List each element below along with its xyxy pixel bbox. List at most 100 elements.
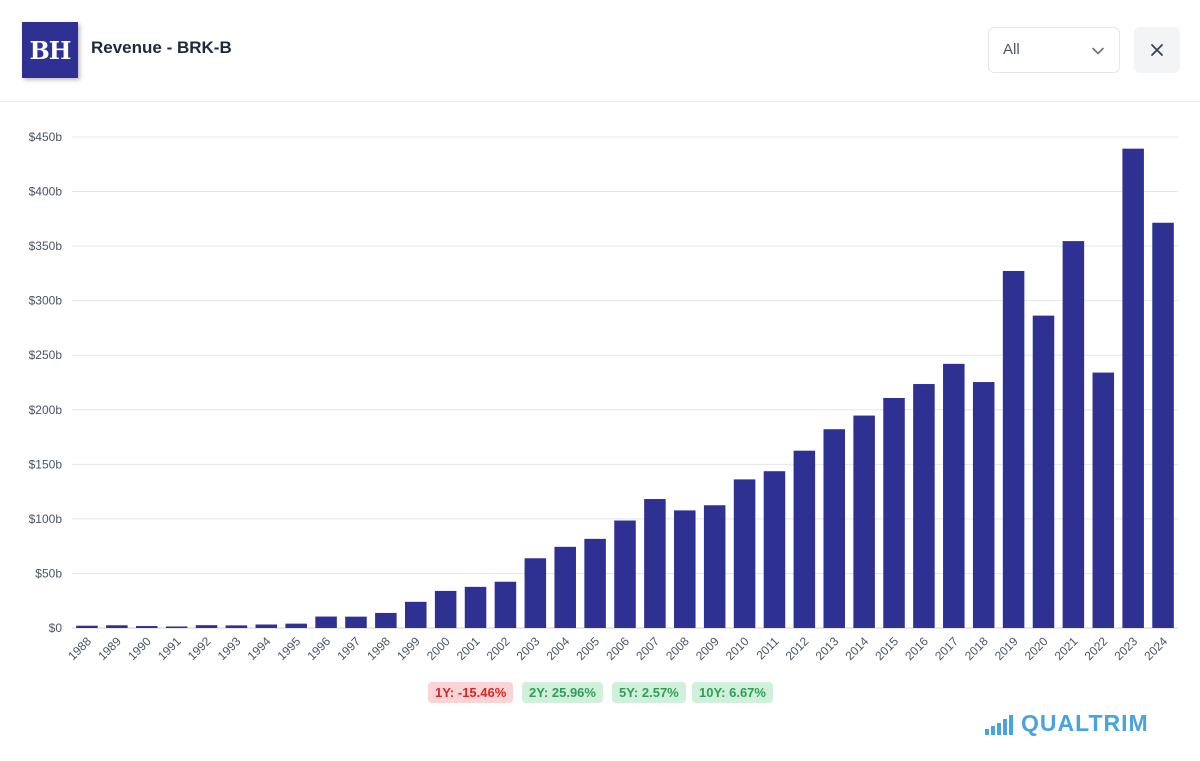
bar-chart-icon (985, 715, 1013, 735)
close-button[interactable] (1134, 27, 1180, 73)
x-tick-label: 1991 (155, 634, 184, 663)
bar-2003[interactable] (524, 558, 547, 628)
bar-2004[interactable] (554, 546, 576, 628)
bar-2007[interactable] (644, 499, 666, 628)
growth-badge: 5Y: 2.57% (612, 682, 686, 703)
y-tick-label: $50b (35, 566, 62, 580)
y-tick-label: $250b (29, 348, 63, 362)
y-tick-label: $300b (29, 294, 63, 308)
x-tick-label: 2000 (424, 634, 453, 663)
brand-name: QUALTRIM (1021, 710, 1149, 736)
bar-2013[interactable] (823, 429, 846, 628)
y-tick-label: $100b (29, 512, 63, 526)
bar-2009[interactable] (703, 505, 726, 628)
x-tick-label: 1999 (394, 634, 423, 663)
bar-2021[interactable] (1062, 241, 1085, 629)
y-tick-label: $450b (29, 130, 63, 144)
y-tick-label: $200b (29, 403, 63, 417)
y-axis-ticks: $0 $50b $100b $150b $200b $250b $300b $350b $400… (29, 130, 63, 635)
bar-2024[interactable] (1152, 222, 1174, 628)
bar-1996[interactable] (315, 616, 337, 628)
bar-2008[interactable] (674, 510, 696, 628)
bar-1995[interactable] (285, 623, 307, 628)
bar-2019[interactable] (1002, 270, 1025, 628)
x-tick-label: 2015 (872, 634, 901, 663)
x-tick-label: 2018 (962, 634, 991, 663)
bar-2015[interactable] (883, 397, 905, 628)
bar-2020[interactable] (1032, 315, 1055, 628)
company-logo: BH (22, 22, 78, 78)
x-tick-label: 1988 (65, 634, 94, 663)
range-select[interactable]: All (988, 27, 1120, 73)
x-tick-label: 2011 (753, 634, 781, 662)
bar-2001[interactable] (464, 586, 487, 628)
x-tick-label: 1990 (125, 634, 154, 663)
growth-badge: 2Y: 25.96% (522, 682, 603, 703)
x-tick-label: 2001 (454, 634, 483, 663)
brand-watermark: QUALTRIM (985, 711, 1149, 735)
bar-2016[interactable] (913, 384, 935, 628)
y-tick-label: $150b (29, 457, 63, 471)
x-tick-label: 2023 (1112, 634, 1141, 663)
bar-1999[interactable] (404, 601, 427, 628)
chevron-down-icon (1092, 47, 1104, 55)
header: BH Revenue - BRK-B All (0, 0, 1200, 102)
bar-2022[interactable] (1092, 372, 1115, 628)
x-tick-label: 2009 (693, 634, 722, 663)
bar-2002[interactable] (494, 581, 517, 628)
bar-2006[interactable] (614, 520, 636, 628)
bar-2018[interactable] (972, 382, 995, 628)
bar-1994[interactable] (255, 624, 278, 628)
x-tick-label: 2012 (783, 634, 812, 663)
bar-1991[interactable] (165, 626, 188, 628)
x-tick-label: 1994 (245, 634, 274, 663)
y-tick-label: $400b (29, 185, 63, 199)
bar-2012[interactable] (793, 450, 816, 628)
bar-1990[interactable] (135, 626, 158, 628)
revenue-bar-chart: $0 $50b $100b $150b $200b $250b $300b $350b $400… (29, 130, 1178, 663)
range-select-value: All (1003, 41, 1020, 58)
x-tick-label: 2010 (723, 634, 752, 663)
x-tick-label: 1995 (275, 634, 304, 663)
bars (76, 148, 1174, 629)
growth-badge: 10Y: 6.67% (692, 682, 773, 703)
x-tick-label: 2022 (1082, 634, 1111, 663)
x-tick-label: 1992 (185, 634, 214, 663)
bar-2011[interactable] (763, 471, 786, 628)
bar-1998[interactable] (375, 612, 397, 628)
x-tick-label: 2007 (633, 634, 662, 663)
chart-title: Revenue - BRK-B (91, 38, 232, 57)
growth-badge: 1Y: -15.46% (428, 682, 514, 703)
bar-1992[interactable] (195, 625, 218, 628)
x-tick-label: 2006 (603, 634, 632, 663)
bar-1989[interactable] (106, 625, 128, 628)
bar-2005[interactable] (584, 538, 606, 628)
bar-1988[interactable] (76, 625, 98, 628)
x-tick-label: 2013 (813, 634, 842, 663)
x-tick-label: 1996 (304, 634, 333, 663)
bar-2000[interactable] (434, 590, 457, 628)
x-tick-label: 2004 (544, 634, 573, 663)
y-tick-label: $350b (29, 239, 63, 253)
x-tick-label: 2019 (992, 634, 1021, 663)
growth-badges: 1Y: -15.46% 2Y: 25.96% 5Y: 2.57% 10Y: 6.67% (0, 682, 1200, 704)
bar-2014[interactable] (853, 415, 875, 628)
x-tick-label: 1989 (95, 634, 124, 663)
bar-1997[interactable] (345, 616, 367, 628)
x-axis-ticks: 1988 1989 1990 1991 1992 1993 1994 1995 1996 1997… (65, 634, 1170, 663)
x-tick-label: 2008 (663, 634, 692, 663)
bar-2017[interactable] (943, 363, 965, 628)
bar-1993[interactable] (225, 625, 248, 628)
x-tick-label: 2014 (842, 634, 871, 663)
x-tick-label: 2020 (1022, 634, 1051, 663)
grid-lines (72, 136, 1178, 629)
x-tick-label: 1998 (364, 634, 393, 663)
x-tick-label: 1993 (215, 634, 244, 663)
x-tick-label: 2002 (484, 634, 513, 663)
x-tick-label: 2003 (514, 634, 543, 663)
x-tick-label: 1997 (334, 634, 363, 663)
x-tick-label: 2024 (1141, 634, 1170, 663)
x-tick-label: 2016 (902, 634, 931, 663)
bar-2023[interactable] (1122, 148, 1144, 628)
bar-2010[interactable] (733, 479, 756, 628)
